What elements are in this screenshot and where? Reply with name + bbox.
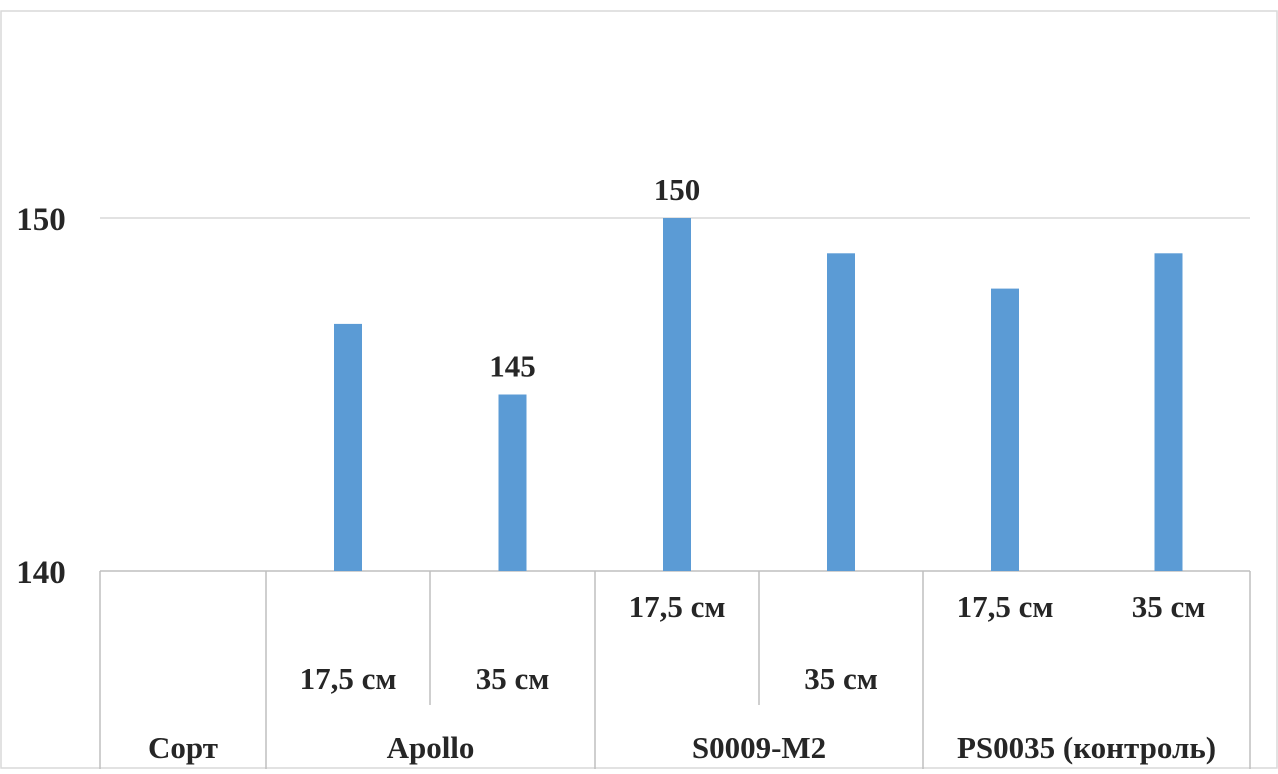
y-tick-label: 150 [16,202,66,238]
bar-5 [991,288,1019,571]
x-tick-label: 35 см [476,661,550,696]
bar-4 [827,253,855,572]
category-axis-table: 17,5 см 35 см 17,5 см 35 см 17,5 см 35 см Сорт… [99,571,1251,769]
group-label: Apollo [387,730,475,765]
x-tick-label: 17,5 см [957,589,1054,624]
row-header-label: Сорт [148,730,218,765]
y-tick-label: 140 [16,555,66,591]
bar-2 [498,394,527,571]
group-label: S0009-M2 [692,730,826,765]
bar-3 [663,218,691,571]
x-tick-label: 17,5 см [300,661,397,696]
x-tick-label: 35 см [804,661,878,696]
y-axis-ticks: 140 150 [16,202,66,591]
bar-6 [1154,253,1183,572]
chart-border [0,10,1278,769]
bar-1 [334,323,362,571]
data-label: 150 [654,172,701,207]
x-tick-label: 35 см [1132,589,1206,624]
bars [334,218,1183,572]
data-label: 145 [489,349,536,384]
group-label: PS0035 (контроль) [957,730,1216,765]
data-labels: 145 150 [489,172,700,384]
x-tick-label: 17,5 см [629,589,726,624]
